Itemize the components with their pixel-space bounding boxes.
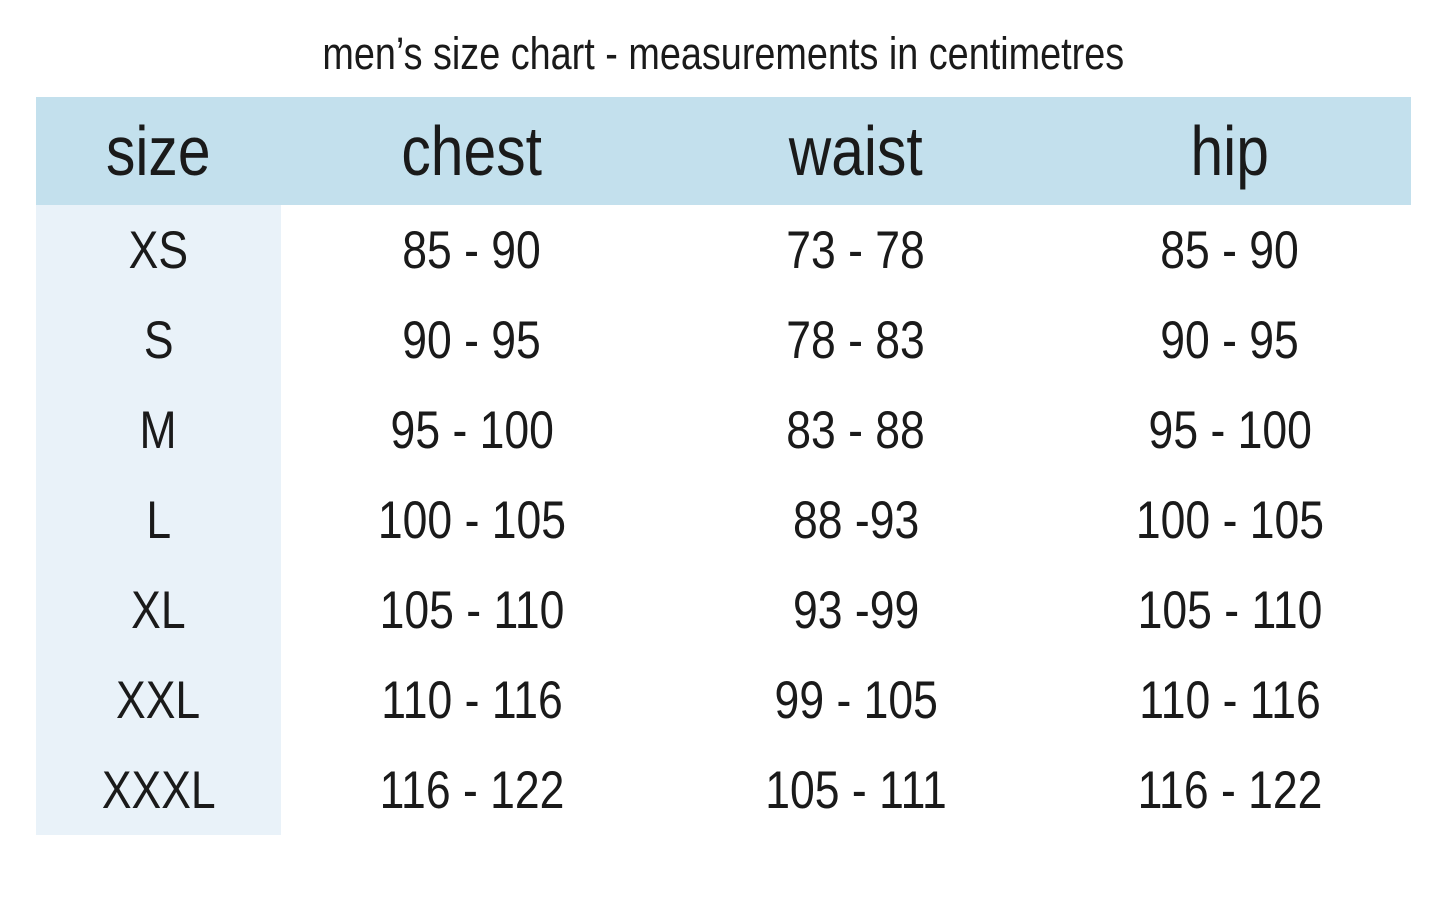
hip-cell: 90 - 95 (1049, 295, 1411, 385)
hip-cell: 85 - 90 (1049, 205, 1411, 295)
table-row-xs: XS 85 - 90 73 - 78 85 - 90 (36, 205, 1411, 295)
hip-cell: 116 - 122 (1049, 745, 1411, 835)
size-value: L (146, 490, 171, 550)
chest-value: 95 - 100 (390, 400, 554, 460)
size-value: XXL (116, 670, 201, 730)
waist-value: 73 - 78 (786, 220, 926, 280)
hip-value: 110 - 116 (1139, 670, 1321, 730)
size-cell: XL (36, 565, 281, 655)
hip-cell: 105 - 110 (1049, 565, 1411, 655)
waist-value: 99 - 105 (774, 670, 938, 730)
size-value: XXXL (101, 760, 216, 820)
header-cell-hip: hip (1049, 97, 1411, 205)
table-row-xxl: XXL 110 - 116 99 - 105 110 - 116 (36, 655, 1411, 745)
size-value: M (139, 400, 178, 460)
hip-cell: 100 - 105 (1049, 475, 1411, 565)
table-row-m: M 95 - 100 83 - 88 95 - 100 (36, 385, 1411, 475)
waist-cell: 93 -99 (663, 565, 1049, 655)
chest-value: 100 - 105 (377, 490, 567, 550)
hip-value: 95 - 100 (1148, 400, 1312, 460)
hip-cell: 110 - 116 (1049, 655, 1411, 745)
waist-cell: 73 - 78 (663, 205, 1049, 295)
chart-title: men’s size chart - measurements in centi… (322, 27, 1125, 79)
hip-value: 116 - 122 (1137, 760, 1323, 820)
size-cell: S (36, 295, 281, 385)
chest-cell: 95 - 100 (281, 385, 663, 475)
chest-value: 110 - 116 (381, 670, 563, 730)
size-table: size chest waist hip XS 85 - 90 73 - 78 … (36, 97, 1411, 835)
size-value: S (143, 310, 174, 370)
chest-cell: 85 - 90 (281, 205, 663, 295)
chest-cell: 116 - 122 (281, 745, 663, 835)
chest-cell: 90 - 95 (281, 295, 663, 385)
header-label-waist: waist (789, 112, 923, 190)
chest-cell: 100 - 105 (281, 475, 663, 565)
table-header-row: size chest waist hip (36, 97, 1411, 205)
size-cell: XXXL (36, 745, 281, 835)
chest-value: 90 - 95 (402, 310, 542, 370)
chest-value: 105 - 110 (379, 580, 565, 640)
waist-value: 88 -93 (792, 490, 920, 550)
chest-cell: 105 - 110 (281, 565, 663, 655)
hip-value: 100 - 105 (1135, 490, 1325, 550)
size-cell: L (36, 475, 281, 565)
header-cell-size: size (36, 97, 281, 205)
waist-cell: 99 - 105 (663, 655, 1049, 745)
header-label-chest: chest (401, 112, 543, 190)
hip-cell: 95 - 100 (1049, 385, 1411, 475)
chest-value: 85 - 90 (402, 220, 542, 280)
table-row-xl: XL 105 - 110 93 -99 105 - 110 (36, 565, 1411, 655)
hip-value: 90 - 95 (1160, 310, 1300, 370)
table-row-l: L 100 - 105 88 -93 100 - 105 (36, 475, 1411, 565)
size-cell: XS (36, 205, 281, 295)
size-value: XL (131, 580, 186, 640)
waist-value: 78 - 83 (786, 310, 926, 370)
header-cell-chest: chest (281, 97, 663, 205)
waist-value: 105 - 111 (765, 760, 947, 820)
header-label-hip: hip (1190, 112, 1270, 190)
chest-cell: 110 - 116 (281, 655, 663, 745)
waist-cell: 88 -93 (663, 475, 1049, 565)
table-row-s: S 90 - 95 78 - 83 90 - 95 (36, 295, 1411, 385)
waist-value: 93 -99 (792, 580, 920, 640)
header-cell-waist: waist (663, 97, 1049, 205)
table-row-xxxl: XXXL 116 - 122 105 - 111 116 - 122 (36, 745, 1411, 835)
waist-cell: 83 - 88 (663, 385, 1049, 475)
hip-value: 105 - 110 (1137, 580, 1323, 640)
waist-cell: 78 - 83 (663, 295, 1049, 385)
waist-value: 83 - 88 (786, 400, 926, 460)
chart-title-bar: men’s size chart - measurements in centi… (36, 0, 1411, 97)
size-cell: M (36, 385, 281, 475)
size-cell: XXL (36, 655, 281, 745)
waist-cell: 105 - 111 (663, 745, 1049, 835)
size-value: XS (128, 220, 189, 280)
hip-value: 85 - 90 (1160, 220, 1300, 280)
chest-value: 116 - 122 (379, 760, 565, 820)
header-label-size: size (106, 112, 211, 190)
